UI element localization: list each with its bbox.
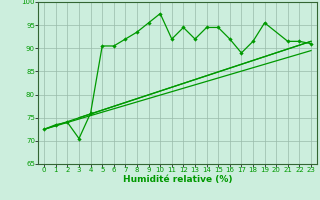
X-axis label: Humidité relative (%): Humidité relative (%): [123, 175, 232, 184]
